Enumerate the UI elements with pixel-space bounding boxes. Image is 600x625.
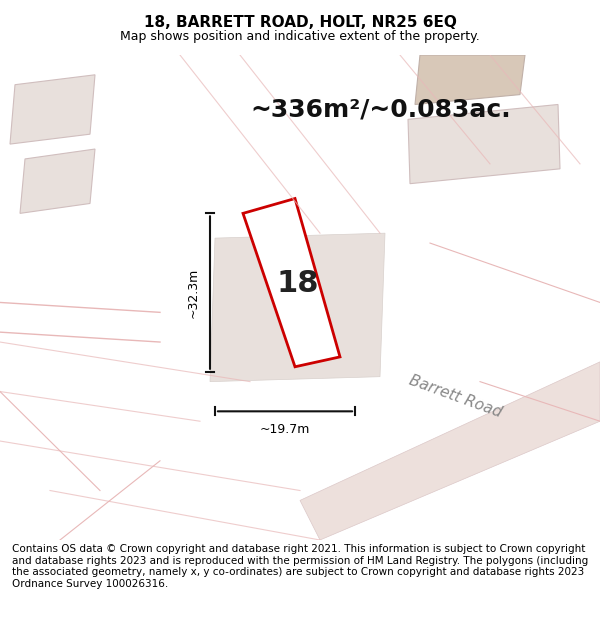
Polygon shape (20, 149, 95, 213)
Polygon shape (10, 75, 95, 144)
Text: Map shows position and indicative extent of the property.: Map shows position and indicative extent… (120, 30, 480, 43)
Polygon shape (210, 233, 385, 382)
Polygon shape (243, 199, 340, 367)
Polygon shape (415, 55, 525, 104)
Text: 18, BARRETT ROAD, HOLT, NR25 6EQ: 18, BARRETT ROAD, HOLT, NR25 6EQ (143, 16, 457, 31)
Text: 18: 18 (277, 269, 320, 298)
Polygon shape (408, 104, 560, 184)
Text: ~336m²/~0.083ac.: ~336m²/~0.083ac. (250, 98, 511, 121)
Text: Contains OS data © Crown copyright and database right 2021. This information is : Contains OS data © Crown copyright and d… (12, 544, 588, 589)
Text: ~19.7m: ~19.7m (260, 423, 310, 436)
Polygon shape (300, 362, 600, 540)
Text: Barrett Road: Barrett Road (407, 372, 503, 420)
Text: ~32.3m: ~32.3m (187, 268, 200, 318)
